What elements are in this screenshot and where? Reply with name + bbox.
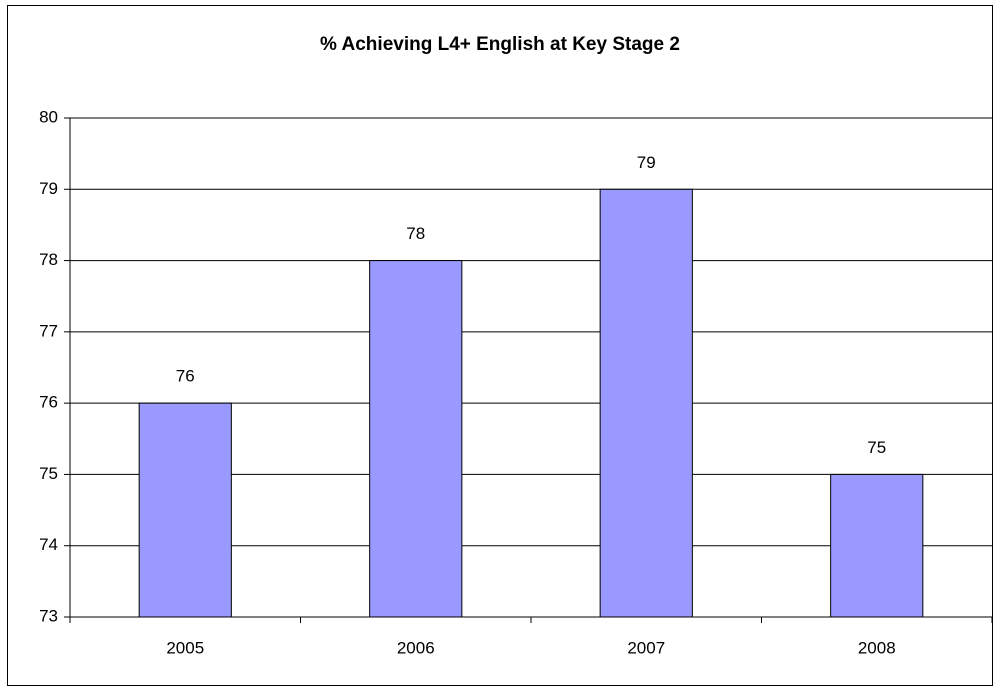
y-tick-label: 78 xyxy=(39,250,58,269)
x-tick-label: 2005 xyxy=(166,638,204,657)
data-label: 79 xyxy=(637,153,656,172)
x-tick-label: 2006 xyxy=(397,638,435,657)
bar xyxy=(599,188,693,618)
y-tick-label: 79 xyxy=(39,179,58,198)
x-tick-label: 2008 xyxy=(858,638,896,657)
y-tick-label: 76 xyxy=(39,393,58,412)
bar xyxy=(369,260,463,618)
y-tick-label: 75 xyxy=(39,464,58,483)
x-tick-label: 2007 xyxy=(627,638,665,657)
y-tick-label: 74 xyxy=(39,535,58,554)
bar xyxy=(138,402,232,618)
chart-title: % Achieving L4+ English at Key Stage 2 xyxy=(320,34,680,55)
bar xyxy=(830,473,924,618)
y-tick-label: 73 xyxy=(39,606,58,625)
y-tick-label: 77 xyxy=(39,321,58,340)
y-tick-label: 80 xyxy=(39,107,58,126)
data-label: 76 xyxy=(176,367,195,386)
data-label: 75 xyxy=(867,438,886,457)
data-label: 78 xyxy=(406,224,425,243)
